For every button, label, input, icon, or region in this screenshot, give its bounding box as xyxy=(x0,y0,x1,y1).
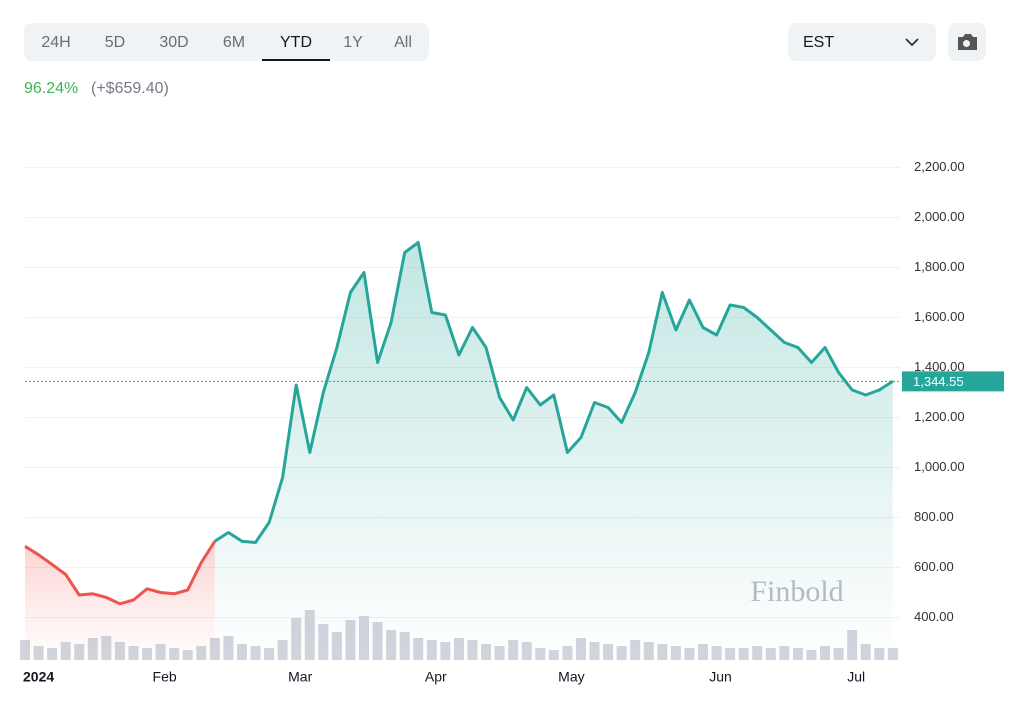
x-tick-label: Apr xyxy=(425,669,447,685)
down-area xyxy=(25,541,215,660)
range-underline xyxy=(262,59,330,61)
y-tick-label: 400.00 xyxy=(914,609,954,624)
range-button[interactable]: 1Y xyxy=(343,34,363,51)
range-button[interactable]: 24H xyxy=(41,34,70,51)
last-price-tag xyxy=(902,371,1004,392)
y-tick-label: 600.00 xyxy=(914,559,954,574)
y-tick-label: 800.00 xyxy=(914,509,954,524)
x-tick-label: Feb xyxy=(153,669,177,685)
camera-lens xyxy=(963,40,970,47)
y-tick-label: 1,000.00 xyxy=(914,459,965,474)
down-line xyxy=(24,540,217,606)
y-tick-label: 1,200.00 xyxy=(914,409,965,424)
up-area xyxy=(214,242,893,660)
y-tick-label: 1,800.00 xyxy=(914,259,965,274)
range-button[interactable]: All xyxy=(394,34,412,51)
volume-bar xyxy=(887,648,898,660)
x-tick-label: Mar xyxy=(288,669,312,685)
range-button[interactable]: 6M xyxy=(223,34,245,51)
x-tick-label: May xyxy=(558,669,584,685)
x-tick-label: Jun xyxy=(709,669,732,685)
y-tick-label: 1,400.00 xyxy=(914,359,965,374)
timezone-select[interactable] xyxy=(788,23,936,61)
timezone-label: EST xyxy=(803,34,834,51)
range-button[interactable]: 30D xyxy=(159,34,188,51)
range-button[interactable]: YTD xyxy=(280,34,312,51)
x-tick-label: 2024 xyxy=(23,669,54,685)
y-tick-label: 2,200.00 xyxy=(914,159,965,174)
last-price-label: 1,344.55 xyxy=(913,374,964,389)
y-tick-label: 2,000.00 xyxy=(914,209,965,224)
x-tick-label: Jul xyxy=(847,669,865,685)
y-tick-label: 1,600.00 xyxy=(914,309,965,324)
range-bar xyxy=(24,23,429,61)
range-button[interactable]: 5D xyxy=(105,34,125,51)
change-amount: (+$659.40) xyxy=(91,80,169,97)
chevron xyxy=(905,38,919,47)
up-line xyxy=(213,241,894,544)
change-percent: 96.24% xyxy=(24,80,78,97)
